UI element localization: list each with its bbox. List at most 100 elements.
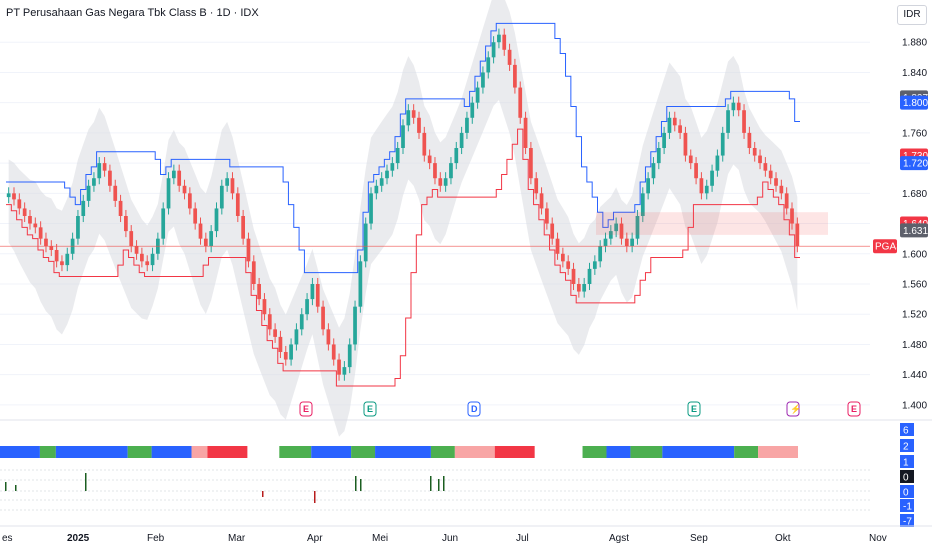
volatility-cloud — [8, 0, 798, 437]
candle-body — [411, 110, 416, 118]
candle-body — [731, 102, 736, 111]
currency-button[interactable]: IDR — [897, 5, 927, 25]
candle-body — [134, 246, 139, 254]
candle-body — [145, 261, 150, 266]
candle-body — [161, 208, 166, 239]
candle-body — [406, 110, 411, 126]
candle-body — [630, 238, 635, 247]
panel-tag — [900, 485, 914, 498]
histogram-bar — [5, 482, 7, 491]
candle-body — [614, 223, 619, 232]
y-tick-label: 1.600 — [902, 249, 927, 260]
candle-body — [76, 216, 80, 239]
regime-segment — [630, 446, 663, 458]
candle-body — [326, 329, 331, 345]
candle-body — [12, 193, 16, 200]
candle-body — [150, 253, 155, 266]
y-tick-label: 1.840 — [902, 68, 927, 79]
candle-body — [241, 216, 245, 239]
candle-body — [299, 314, 304, 330]
symbol-tag — [873, 239, 897, 254]
candle-body — [694, 163, 698, 179]
regime-segment — [454, 446, 495, 458]
event-marker — [687, 401, 701, 417]
candle-body — [187, 193, 192, 209]
candle-body — [417, 117, 421, 133]
candle-body — [529, 148, 533, 179]
histogram-bar — [355, 476, 357, 491]
regime-segment — [375, 446, 431, 458]
candle-body — [672, 117, 677, 126]
histogram-bar — [443, 476, 445, 491]
candle-body — [257, 284, 261, 300]
candle-body — [646, 178, 650, 194]
candle-body — [635, 216, 640, 239]
regime-segment — [758, 446, 798, 458]
regime-segment — [207, 446, 248, 458]
candle-body — [193, 208, 198, 224]
supply-zone — [596, 212, 828, 235]
candle-body — [347, 344, 352, 368]
candle-body — [481, 72, 485, 88]
event-marker-label: E — [367, 404, 373, 414]
candle-body — [22, 208, 27, 216]
candle-body — [171, 170, 176, 179]
panel-tag — [900, 423, 914, 436]
candle-body — [28, 216, 32, 224]
candle-body — [768, 170, 773, 179]
candle-body — [736, 102, 741, 111]
regime-segment — [191, 446, 208, 458]
candle-body — [102, 163, 107, 171]
regime-segment — [127, 446, 152, 458]
panel-tag-label: -1 — [903, 502, 912, 513]
candle-body — [534, 178, 539, 194]
candle-body — [33, 223, 38, 228]
candle-body — [363, 223, 368, 262]
candle-body — [640, 193, 645, 216]
event-marker-label: D — [471, 404, 478, 414]
candle-body — [321, 306, 325, 330]
candle-body — [710, 170, 714, 186]
candle-body — [214, 208, 219, 232]
candle-body — [603, 238, 608, 247]
x-tick-label: Apr — [307, 533, 323, 544]
regime-segment — [494, 446, 535, 458]
x-tick-label: Feb — [147, 533, 165, 544]
y-tick-label: 1.760 — [902, 128, 927, 139]
candle-body — [49, 246, 54, 250]
candle-body — [225, 178, 230, 186]
candle-body — [54, 250, 59, 262]
candle-body — [246, 238, 251, 262]
event-marker — [363, 401, 377, 417]
candle-body — [60, 261, 64, 266]
event-marker-label: E — [303, 404, 309, 414]
x-tick-label: 2025 — [67, 533, 90, 544]
candle-body — [651, 163, 656, 179]
regime-segment — [662, 446, 735, 458]
candle-body — [427, 155, 432, 164]
regime-segment — [39, 446, 56, 458]
candle-body — [667, 117, 672, 133]
panel-tag — [900, 514, 914, 527]
candle-body — [166, 178, 171, 209]
candle-body — [795, 223, 800, 247]
candle-body — [198, 223, 203, 239]
candle-body — [108, 170, 112, 186]
candle-body — [550, 223, 555, 239]
candle-body — [310, 284, 315, 300]
candle-body — [219, 185, 224, 209]
y-tick-label: 1.560 — [902, 280, 927, 291]
candle-body — [513, 64, 517, 88]
candle-body — [656, 148, 661, 164]
candle-body — [17, 199, 22, 209]
x-tick-label: Mar — [228, 533, 246, 544]
panel-tag-label: 0 — [903, 488, 909, 499]
candle-body — [582, 284, 587, 292]
candle-body — [251, 261, 256, 284]
candle-body — [385, 170, 389, 179]
upper-band-line — [6, 22, 800, 274]
candle-body — [518, 87, 523, 118]
candle-body — [726, 110, 730, 133]
regime-segment — [734, 446, 759, 458]
